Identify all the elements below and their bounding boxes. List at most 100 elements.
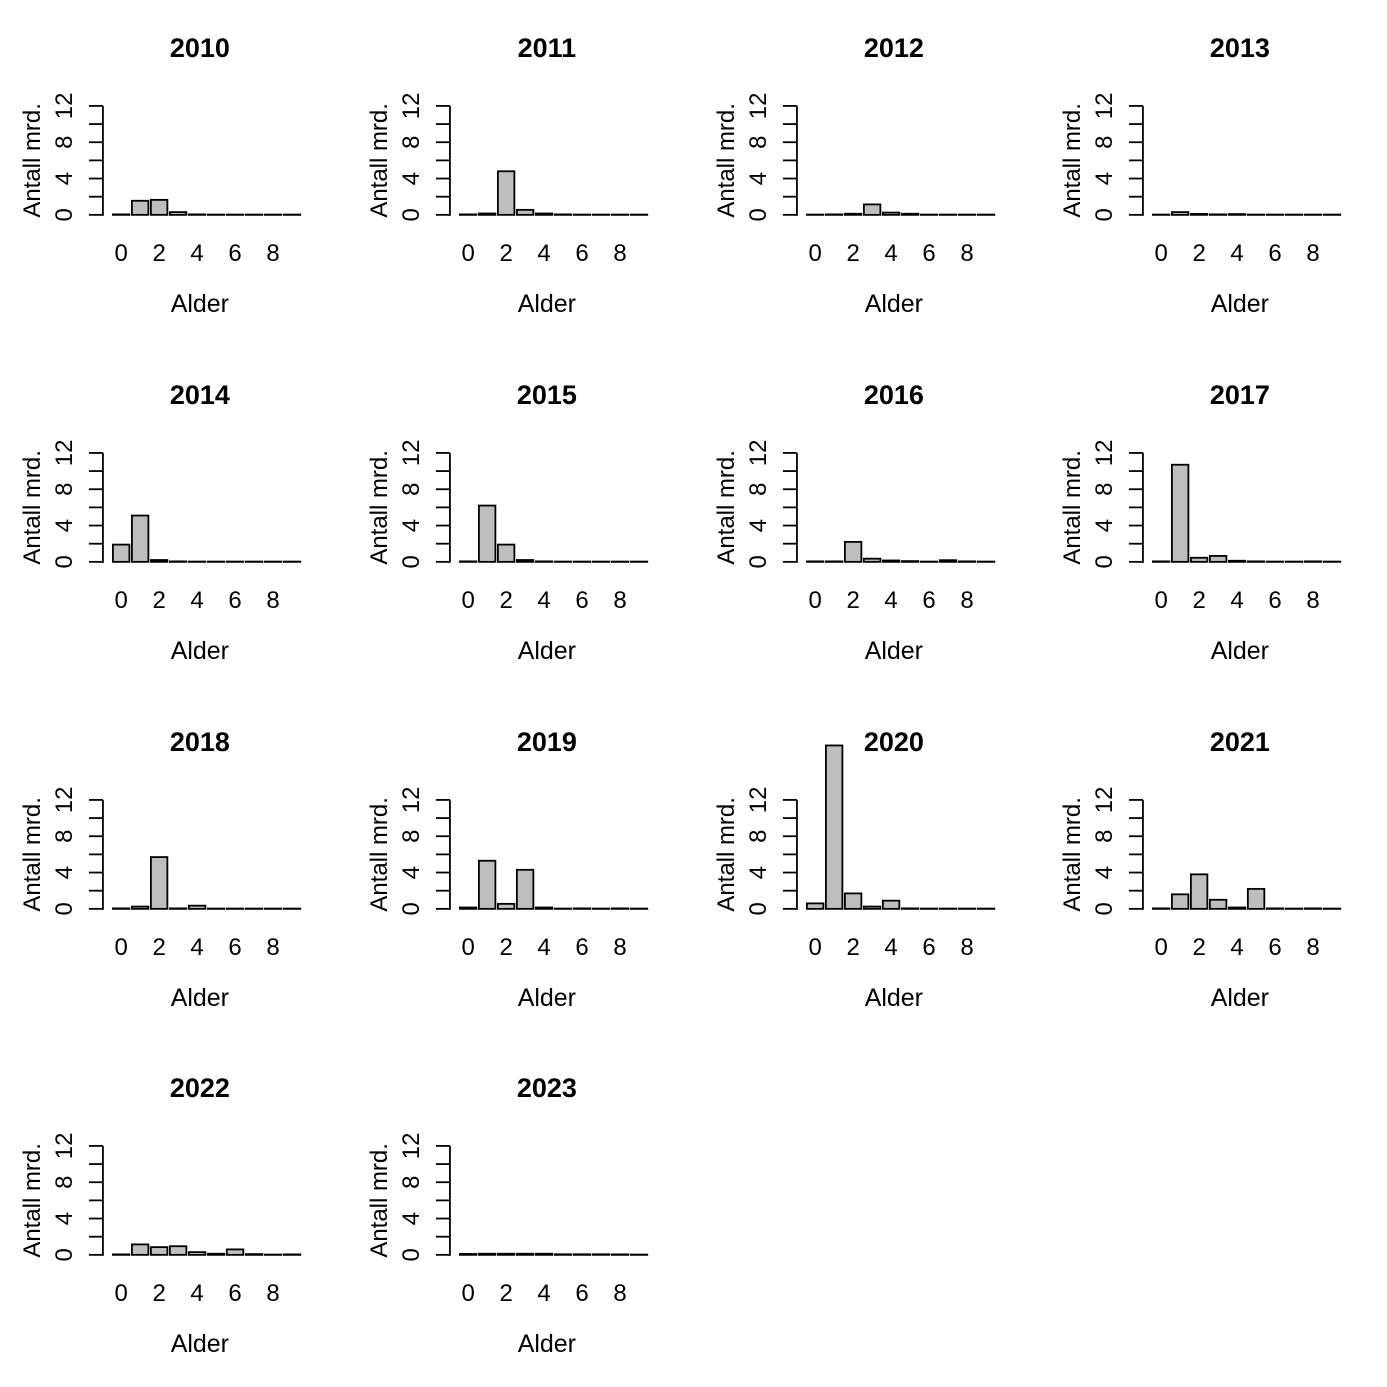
y-tick-label: 12 — [51, 1133, 78, 1160]
y-tick-label: 8 — [51, 482, 78, 495]
x-axis-title: Alder — [171, 983, 229, 1011]
x-tick-label: 4 — [190, 1280, 203, 1307]
chart-panel-2016: 2016 0 4 8 12 Antall mrd. 0 2 4 6 8 Alder — [694, 347, 1041, 694]
bar-age-3 — [1209, 554, 1228, 563]
x-tick-label: 0 — [114, 240, 127, 267]
x-axis-title: Alder — [517, 983, 575, 1011]
panel-title: 2010 — [170, 33, 230, 63]
y-axis-title: Antall mrd. — [712, 450, 739, 565]
x-axis-title: Alder — [1211, 983, 1269, 1011]
x-tick-label: 2 — [152, 240, 165, 267]
chart-panel-2023: 2023 0 4 8 12 Antall mrd. 0 2 4 6 8 Alder — [347, 1040, 694, 1387]
x-tick-label: 6 — [228, 240, 241, 267]
bar-age-5 — [900, 559, 919, 563]
panel-title: 2023 — [517, 1073, 577, 1103]
chart-panel-2019: 2019 0 4 8 12 Antall mrd. 0 2 4 6 8 Alder — [347, 694, 694, 1041]
x-tick-label: 4 — [537, 933, 550, 960]
x-tick-label: 6 — [228, 933, 241, 960]
bar-age-7 — [591, 1253, 610, 1256]
bar-age-1 — [1171, 463, 1190, 563]
bar-age-3 — [515, 208, 535, 216]
y-tick-label: 12 — [398, 1133, 425, 1160]
y-tick-label: 4 — [744, 519, 771, 532]
x-tick-label: 4 — [1231, 933, 1244, 960]
x-tick-label: 8 — [1307, 933, 1320, 960]
x-tick-label: 0 — [808, 933, 821, 960]
x-tick-label: 4 — [884, 240, 897, 267]
y-tick-label: 4 — [398, 172, 425, 185]
bar-age-4 — [187, 1251, 207, 1256]
x-tick-label: 2 — [499, 240, 512, 267]
chart-panel-2020: 2020 0 4 8 12 Antall mrd. 0 2 4 6 8 Alder — [694, 694, 1041, 1041]
y-axis-title: Antall mrd. — [366, 450, 393, 565]
bar-age-4 — [1228, 213, 1247, 216]
y-tick-label: 0 — [1091, 902, 1118, 915]
bar-age-3 — [515, 558, 535, 563]
y-tick-label: 0 — [1091, 555, 1118, 568]
x-tick-label: 8 — [613, 933, 626, 960]
x-tick-label: 4 — [1231, 587, 1244, 614]
y-axis-title: Antall mrd. — [1059, 797, 1086, 912]
chart-panel-2010: 2010 0 4 8 12 Antall mrd. 0 2 4 6 8 Alder — [0, 0, 347, 347]
chart-panel-2022: 2022 0 4 8 12 Antall mrd. 0 2 4 6 8 Alder — [0, 1040, 347, 1387]
x-tick-label: 6 — [922, 933, 935, 960]
y-tick-label: 0 — [744, 555, 771, 568]
x-tick-label: 4 — [537, 587, 550, 614]
x-tick-label: 2 — [1193, 933, 1206, 960]
y-tick-label: 8 — [744, 482, 771, 495]
x-tick-label: 0 — [114, 587, 127, 614]
bar-age-4 — [1228, 906, 1247, 910]
x-tick-label: 4 — [884, 587, 897, 614]
y-axis-title: Antall mrd. — [19, 1143, 46, 1258]
bar-age-4 — [1228, 559, 1247, 563]
y-tick-label: 4 — [744, 172, 771, 185]
y-tick-label: 0 — [51, 902, 78, 915]
x-tick-label: 0 — [461, 1280, 474, 1307]
panel-title: 2018 — [170, 726, 230, 756]
x-tick-label: 8 — [1307, 587, 1320, 614]
x-axis-title: Alder — [864, 637, 922, 665]
bar-age-3 — [862, 557, 881, 563]
y-tick-label: 12 — [51, 786, 78, 813]
chart-panel-2017: 2017 0 4 8 12 Antall mrd. 0 2 4 6 8 Alder — [1040, 347, 1387, 694]
bar-age-2 — [1190, 213, 1209, 216]
y-tick-label: 8 — [51, 136, 78, 149]
x-tick-label: 6 — [575, 587, 588, 614]
bar-age-2 — [496, 902, 516, 910]
x-tick-label: 0 — [461, 587, 474, 614]
x-tick-label: 2 — [846, 240, 859, 267]
y-tick-label: 4 — [51, 1212, 78, 1225]
x-tick-label: 8 — [613, 587, 626, 614]
y-tick-label: 8 — [51, 829, 78, 842]
panel-title: 2014 — [170, 380, 230, 410]
bar-age-4 — [881, 211, 900, 216]
panel-title: 2013 — [1210, 33, 1270, 63]
bar-age-4 — [534, 1253, 554, 1256]
bar-age-5 — [206, 1253, 226, 1256]
x-tick-label: 8 — [266, 240, 279, 267]
x-axis-title: Alder — [517, 637, 575, 665]
bar-age-2 — [1190, 872, 1209, 910]
y-tick-label: 4 — [51, 519, 78, 532]
x-tick-label: 0 — [808, 240, 821, 267]
bar-age-4 — [881, 559, 900, 563]
bar-age-5 — [900, 212, 919, 216]
bar-age-6 — [572, 1253, 591, 1256]
chart-panel-2014: 2014 0 4 8 12 Antall mrd. 0 2 4 6 8 Alder — [0, 347, 347, 694]
bar-age-1 — [477, 504, 497, 563]
panel-title: 2012 — [863, 33, 923, 63]
y-tick-label: 0 — [398, 208, 425, 221]
x-tick-label: 6 — [1269, 240, 1282, 267]
y-tick-label: 12 — [398, 786, 425, 813]
bar-age-1 — [131, 1243, 150, 1256]
x-axis-title: Alder — [517, 290, 575, 318]
x-tick-label: 0 — [1155, 933, 1168, 960]
x-axis-title: Alder — [171, 290, 229, 318]
x-axis-title: Alder — [517, 1330, 575, 1358]
chart-panel-2018: 2018 0 4 8 12 Antall mrd. 0 2 4 6 8 Alder — [0, 694, 347, 1041]
